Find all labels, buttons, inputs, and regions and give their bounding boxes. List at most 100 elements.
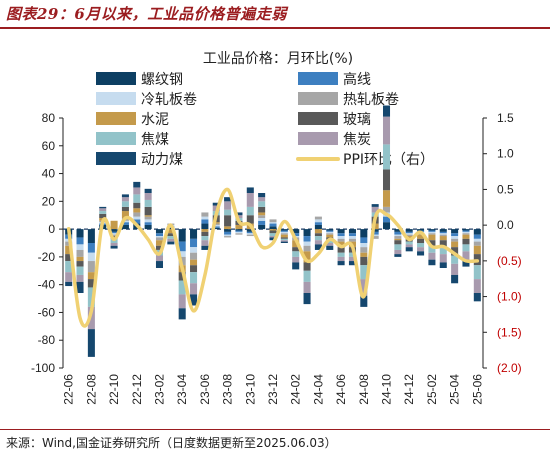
bar-segment xyxy=(144,216,152,220)
figure-title: 图表29：6月以来，工业品价格普遍走弱 xyxy=(6,5,287,23)
bar-segment xyxy=(371,234,379,237)
bar-segment xyxy=(224,231,232,235)
bar-segment xyxy=(133,202,141,209)
bar-segment xyxy=(201,245,209,250)
bar-segment xyxy=(110,234,118,237)
bar-segment xyxy=(87,279,95,288)
bar-segment xyxy=(65,245,73,255)
bar-segment xyxy=(462,234,470,239)
bar-segment xyxy=(462,233,470,235)
bar-segment xyxy=(212,227,220,230)
bar-segment xyxy=(451,229,459,234)
bar-segment xyxy=(201,212,209,217)
bar-segment xyxy=(382,169,391,191)
bar-segment xyxy=(246,231,254,234)
bar-segment xyxy=(451,274,459,284)
bar-segment xyxy=(314,222,322,225)
bar-segment xyxy=(212,226,220,228)
chart-title: 工业品价格：月环比(%) xyxy=(203,51,353,67)
bar-segment xyxy=(439,240,447,248)
bar-segment xyxy=(303,251,311,263)
bar-segment xyxy=(280,234,288,238)
legend-swatch xyxy=(298,72,338,85)
left-tick-label: -40 xyxy=(38,278,56,292)
bar-segment xyxy=(76,261,84,267)
bar-segment xyxy=(246,193,254,207)
chart-legend: 螺纹钢高线冷轧板卷热轧板卷水泥玻璃焦煤焦炭动力煤PPI环比（右） xyxy=(96,71,434,168)
x-tick-label: 24-06 xyxy=(334,374,348,405)
bar-segment xyxy=(326,234,334,238)
bar-segment xyxy=(167,238,175,242)
bar-segment xyxy=(258,201,266,207)
bar-segment xyxy=(439,247,447,255)
bar-segment xyxy=(417,243,425,248)
bar-segment xyxy=(224,234,232,237)
bar-segment xyxy=(167,227,175,230)
bar-segment xyxy=(144,199,152,207)
bar-segment xyxy=(360,265,368,280)
bar-segment xyxy=(371,229,379,232)
bar-segment xyxy=(76,229,84,238)
bar-segment xyxy=(394,240,402,245)
bar-segment xyxy=(303,245,311,252)
bar-segment xyxy=(155,245,164,250)
bar-segment xyxy=(405,234,413,237)
bar-segment xyxy=(246,229,254,232)
bar-segment xyxy=(76,281,84,293)
bar-segment xyxy=(235,231,243,234)
bar-segment xyxy=(314,233,322,237)
bar-segment xyxy=(314,244,322,250)
bar-segment xyxy=(348,256,356,262)
bar-segment xyxy=(121,220,129,223)
bar-segment xyxy=(133,212,141,217)
bar-segment xyxy=(155,233,164,237)
bar-segment xyxy=(76,244,84,250)
bar-segment xyxy=(473,245,481,255)
bar-segment xyxy=(473,238,481,242)
bar-segment xyxy=(337,238,345,242)
bar-segment xyxy=(280,237,288,239)
bar-segment xyxy=(178,272,186,281)
bar-segment xyxy=(417,234,425,239)
bar-segment xyxy=(280,230,288,232)
bar-segment xyxy=(439,236,447,241)
bar-segment xyxy=(314,219,322,223)
bar-segment xyxy=(246,234,254,237)
bar-segment xyxy=(451,241,459,248)
left-tick-label: 40 xyxy=(42,167,56,181)
bar-segment xyxy=(462,229,470,231)
bar-segment xyxy=(99,213,107,218)
bar-segment xyxy=(360,256,368,266)
bar-segment xyxy=(144,193,152,200)
bar-segment xyxy=(121,206,129,212)
bar-segment xyxy=(258,206,266,213)
bar-segment xyxy=(439,229,447,232)
bar-segment xyxy=(382,105,391,117)
bar-segment xyxy=(462,244,470,252)
bar-segment xyxy=(337,247,345,253)
bar-segment xyxy=(428,234,436,241)
legend-label: 冷轧板卷 xyxy=(141,92,197,108)
legend-swatch xyxy=(298,112,338,125)
bar-segment xyxy=(439,233,447,235)
bar-segment xyxy=(178,241,186,252)
bar-segment xyxy=(190,259,198,266)
bar-segment xyxy=(382,116,391,145)
bar-segment xyxy=(190,283,198,295)
bar-segment xyxy=(417,251,425,256)
bar-segment xyxy=(451,255,459,264)
bar-segment xyxy=(462,259,470,267)
bar-segment xyxy=(439,262,447,268)
bar-segment xyxy=(110,229,118,232)
x-tick-label: 22-12 xyxy=(130,374,144,405)
chart-bars xyxy=(65,105,481,357)
right-tick-label: (2.0) xyxy=(497,361,522,375)
bar-segment xyxy=(144,188,152,193)
bar-segment xyxy=(167,229,175,234)
bar-segment xyxy=(224,229,232,232)
bar-segment xyxy=(76,274,84,282)
right-tick-label: (1.5) xyxy=(497,325,522,339)
bar-segment xyxy=(360,247,368,253)
left-tick-label: 0 xyxy=(48,222,55,236)
x-tick-label: 22-06 xyxy=(62,374,76,405)
